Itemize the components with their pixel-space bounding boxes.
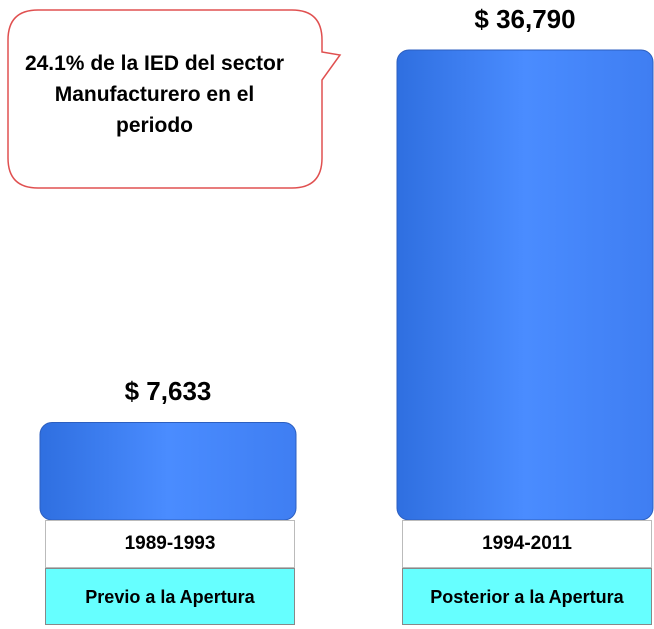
value-label: $ 36,790	[474, 4, 576, 34]
callout-bubble	[7, 9, 342, 189]
annotation: 24.1% de la IED del sector Manufacturero…	[24, 52, 285, 137]
category-description: Previo a la Apertura	[45, 568, 295, 625]
bar	[396, 49, 654, 521]
bar	[39, 421, 297, 521]
value-label: $ 7,633	[124, 376, 212, 407]
category-description: Posterior a la Apertura	[402, 568, 652, 625]
x-tick-label: 1994-2011	[402, 520, 652, 568]
x-tick-label: 1989-1993	[45, 520, 295, 568]
